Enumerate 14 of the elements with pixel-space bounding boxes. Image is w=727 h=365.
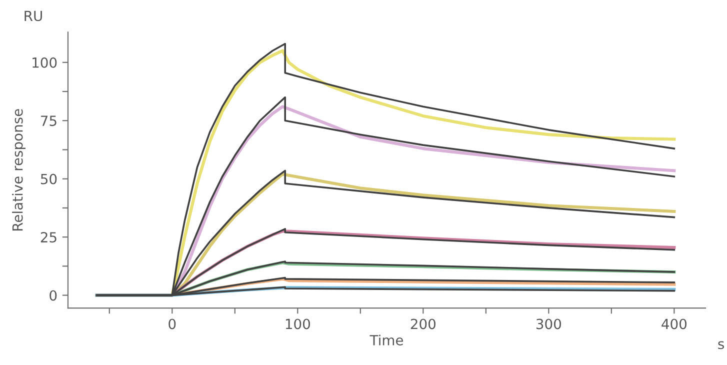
text: RU xyxy=(24,10,42,22)
x-tick-label: 300 xyxy=(536,318,561,330)
y-tick-label: 0 xyxy=(50,290,57,301)
x-tick-label: 400 xyxy=(662,318,687,330)
y-axis-title: Relative response xyxy=(12,109,26,230)
y-tick-label: 50 xyxy=(40,174,57,184)
x-axis-title: Time xyxy=(370,334,404,346)
y-tick-label: 75 xyxy=(41,116,56,126)
text: s xyxy=(718,341,724,350)
x-tick-label: 100 xyxy=(286,318,310,330)
x-tick-label: 0 xyxy=(168,318,176,330)
y-tick-label: 25 xyxy=(40,232,56,243)
x-tick-label: 200 xyxy=(410,318,436,330)
y-tick-label: 100 xyxy=(32,57,57,68)
